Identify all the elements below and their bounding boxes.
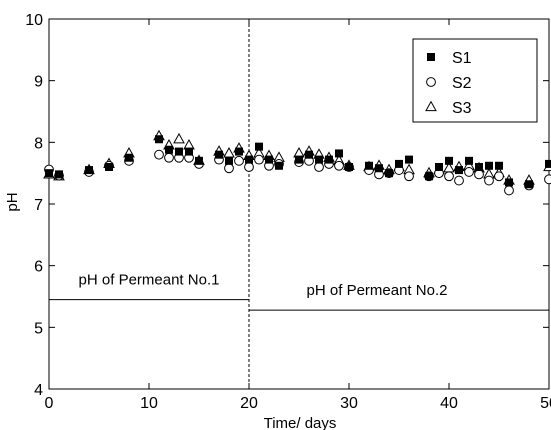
data-point: [525, 180, 533, 189]
data-point: [425, 172, 433, 181]
legend-label: S3: [452, 100, 472, 117]
data-point: [375, 164, 383, 173]
permeant-label: pH of Permeant No.2: [307, 282, 448, 299]
data-point: [105, 163, 113, 171]
data-point: [335, 149, 343, 158]
data-point: [175, 147, 183, 156]
data-point: [224, 163, 234, 174]
x-tick-label: 30: [340, 395, 358, 412]
legend: S1 S2 S3: [412, 38, 538, 123]
data-point: [454, 175, 464, 186]
data-point: [504, 185, 514, 196]
data-point: [325, 155, 333, 164]
data-point: [165, 145, 173, 154]
data-point: [484, 175, 494, 186]
y-axis-title: pH: [4, 192, 21, 211]
data-point: [404, 171, 414, 182]
data-point: [85, 166, 93, 175]
legend-marker: [425, 100, 437, 112]
y-tick-label: 9: [34, 74, 43, 91]
data-point: [265, 155, 273, 164]
data-point: [475, 163, 483, 171]
data-point: [255, 142, 263, 151]
data-point: [455, 166, 463, 175]
data-point: [435, 163, 443, 171]
data-point: [544, 174, 551, 185]
data-point: [405, 155, 413, 164]
data-point: [245, 155, 253, 164]
data-point: [334, 160, 344, 171]
plot-area: [43, 18, 551, 390]
data-point: [385, 169, 393, 178]
data-point: [45, 169, 53, 178]
data-point: [315, 155, 323, 164]
data-point: [125, 153, 133, 162]
data-point: [155, 135, 163, 144]
data-point: [494, 171, 504, 182]
x-tick-label: 50: [540, 395, 551, 412]
y-tick-label: 8: [34, 135, 43, 152]
y-tick-label: 5: [34, 320, 43, 337]
data-point: [314, 162, 324, 172]
data-point: [244, 162, 254, 172]
data-point: [545, 159, 551, 168]
y-tick-label: 6: [34, 259, 43, 276]
data-point: [164, 152, 174, 163]
x-tick-label: 10: [140, 395, 158, 412]
data-point: [173, 132, 185, 144]
data-point: [365, 161, 373, 170]
x-axis-title: Time/ days: [264, 415, 337, 430]
data-point: [345, 163, 353, 171]
y-tick-label: 10: [25, 12, 43, 29]
data-point: [234, 155, 244, 166]
data-point: [195, 156, 203, 165]
legend-label: S1: [452, 50, 472, 67]
data-point: [275, 161, 283, 170]
data-point: [485, 161, 493, 170]
y-tick-label: 4: [34, 382, 43, 399]
data-point: [505, 178, 513, 187]
data-point: [395, 159, 403, 168]
y-tick-label: 7: [34, 197, 43, 214]
series-s1: [45, 135, 551, 189]
data-point: [254, 154, 264, 165]
data-point: [445, 156, 453, 165]
x-tick-label: 40: [440, 395, 458, 412]
data-point: [223, 147, 235, 158]
legend-marker: [426, 77, 436, 87]
data-point: [154, 149, 164, 160]
data-point: [465, 156, 473, 165]
x-tick-label: 0: [45, 395, 54, 412]
data-point: [474, 169, 484, 180]
data-point: [215, 150, 223, 159]
data-point: [305, 150, 313, 159]
data-point: [444, 171, 454, 182]
data-point: [464, 167, 474, 177]
permeant-label: pH of Permeant No.1: [79, 272, 220, 289]
data-point: [55, 170, 63, 179]
data-point: [495, 161, 503, 170]
data-point: [235, 147, 243, 156]
legend-marker: [427, 53, 435, 61]
data-point: [295, 155, 303, 164]
data-point: [225, 156, 233, 165]
legend-label: S2: [452, 75, 472, 92]
x-tick-label: 20: [240, 395, 258, 412]
data-point: [185, 147, 193, 156]
